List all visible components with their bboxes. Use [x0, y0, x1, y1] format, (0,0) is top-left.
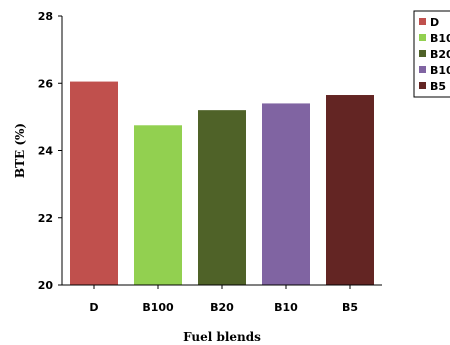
y-tick-label: 22 [38, 212, 53, 225]
y-tick-label: 26 [38, 77, 54, 90]
x-tick-label: D [89, 301, 98, 314]
x-tick-label: B10 [274, 301, 298, 314]
legend: D B10 B20 B10 B5 [413, 10, 450, 98]
bar [134, 125, 182, 285]
legend-label: B10 [430, 32, 450, 45]
y-axis-title: BTE (%) [13, 123, 27, 178]
bars-group [70, 81, 374, 286]
legend-swatch [419, 66, 426, 73]
legend-swatch [419, 82, 426, 89]
bar [198, 110, 246, 286]
x-axis-title: Fuel blends [183, 330, 261, 344]
legend-swatch [419, 50, 426, 57]
x-tick-label: B5 [342, 301, 358, 314]
legend-label: B5 [430, 80, 446, 93]
bar [326, 95, 374, 285]
legend-label: D [430, 16, 439, 29]
x-categories-group: D B100 B20 B10 B5 [89, 285, 358, 314]
y-tick-label: 20 [38, 279, 54, 292]
bar [70, 81, 118, 285]
legend-label: B10 [430, 64, 450, 77]
legend-swatch [419, 34, 426, 41]
x-tick-label: B20 [210, 301, 234, 314]
y-tick-label: 24 [38, 145, 54, 158]
y-ticks-group: 20 22 24 26 28 [38, 10, 62, 292]
y-tick-label: 28 [38, 10, 53, 23]
legend-label: B20 [430, 48, 450, 61]
bar [262, 103, 310, 285]
x-tick-label: B100 [142, 301, 174, 314]
legend-swatch [419, 18, 426, 25]
